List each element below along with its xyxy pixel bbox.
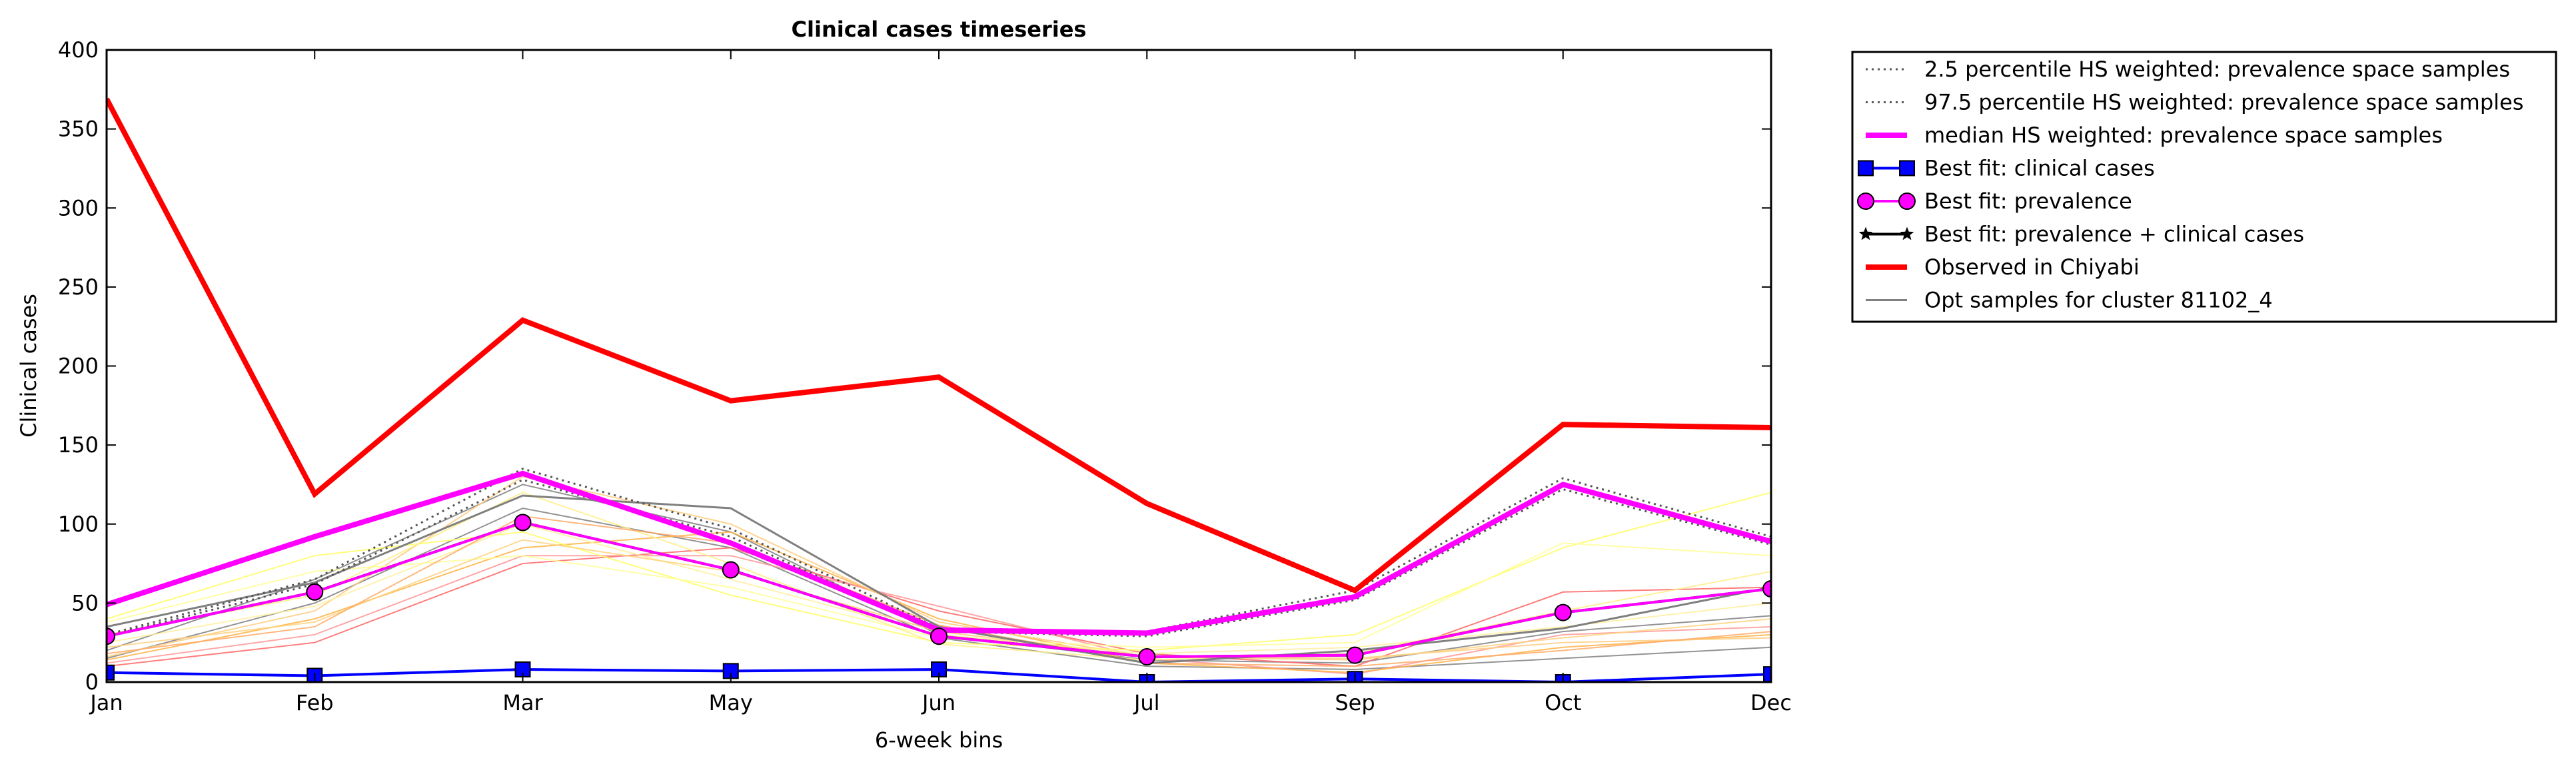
x-tick-label: Feb bbox=[296, 690, 334, 715]
x-tick-label: Jul bbox=[1133, 690, 1160, 715]
y-tick-label: 250 bbox=[58, 274, 99, 300]
legend-item: 2.5 percentile HS weighted: prevalence s… bbox=[1866, 57, 2510, 82]
y-tick-label: 0 bbox=[85, 669, 99, 695]
data-point bbox=[107, 627, 115, 645]
data-point bbox=[306, 583, 324, 601]
sample-line bbox=[107, 531, 1771, 673]
legend-box bbox=[1851, 51, 2557, 323]
y-tick-label: 350 bbox=[58, 117, 99, 142]
series-6 bbox=[107, 97, 1771, 593]
data-point bbox=[1138, 648, 1156, 666]
x-tick-label: Jun bbox=[921, 690, 956, 715]
legend-marker bbox=[1898, 193, 1916, 210]
legend-label: Observed in Chiyabi bbox=[1924, 254, 2140, 280]
series-line bbox=[107, 470, 1771, 636]
y-tick-label: 300 bbox=[58, 195, 99, 220]
legend-label: 97.5 percentile HS weighted: prevalence … bbox=[1924, 90, 2523, 115]
series-3 bbox=[107, 661, 1771, 682]
x-axis-label: 6-week bins bbox=[875, 727, 1003, 753]
data-point bbox=[514, 514, 532, 532]
x-tick-label: Dec bbox=[1750, 690, 1792, 715]
legend-marker bbox=[1857, 193, 1874, 210]
series-line bbox=[107, 468, 1771, 636]
legend-item: Opt samples for cluster 81102_4 bbox=[1866, 288, 2273, 313]
data-point bbox=[1763, 666, 1771, 682]
series-7 bbox=[107, 494, 1771, 665]
y-axis-label: Clinical cases bbox=[16, 294, 41, 438]
legend-label: Opt samples for cluster 81102_4 bbox=[1924, 288, 2273, 313]
series-line bbox=[107, 494, 1771, 665]
chart-title: Clinical cases timeseries bbox=[792, 17, 1087, 42]
legend-marker bbox=[1900, 226, 1914, 240]
y-tick-label: 150 bbox=[58, 432, 99, 458]
data-point bbox=[1346, 646, 1364, 664]
legend-item: median HS weighted: prevalence space sam… bbox=[1866, 123, 2443, 148]
series-1 bbox=[107, 468, 1771, 636]
legend-item: Best fit: prevalence bbox=[1857, 189, 2132, 214]
y-tick-label: 50 bbox=[71, 590, 99, 615]
series-line bbox=[107, 97, 1771, 593]
data-point bbox=[722, 561, 740, 579]
y-tick-label: 100 bbox=[58, 512, 99, 537]
x-axis: Jan Feb Mar May Jun Jul Sep Oct Dec bbox=[89, 50, 1792, 715]
legend-marker bbox=[1858, 160, 1874, 177]
series-2 bbox=[107, 470, 1771, 636]
y-tick-label: 200 bbox=[58, 354, 99, 379]
y-tick-label: 400 bbox=[58, 37, 99, 63]
series-4 bbox=[107, 514, 1771, 666]
y-axis: 0 50 100 150 200 250 300 350 400 bbox=[58, 37, 1771, 695]
x-tick-label: May bbox=[709, 690, 753, 715]
data-point bbox=[1762, 580, 1771, 598]
data-point bbox=[930, 627, 948, 645]
data-point bbox=[107, 664, 115, 681]
legend: 2.5 percentile HS weighted: prevalence s… bbox=[1851, 51, 2557, 323]
sample-line bbox=[107, 515, 1771, 667]
legend-label: 2.5 percentile HS weighted: prevalence s… bbox=[1924, 57, 2510, 82]
legend-item: Observed in Chiyabi bbox=[1866, 254, 2140, 280]
x-tick-label: Jan bbox=[89, 690, 123, 715]
legend-item: Best fit: prevalence + clinical cases bbox=[1858, 222, 2304, 247]
legend-label: Best fit: prevalence + clinical cases bbox=[1924, 222, 2304, 247]
sample-line bbox=[107, 555, 1771, 675]
legend-label: Best fit: prevalence bbox=[1924, 189, 2132, 214]
legend-label: Best fit: clinical cases bbox=[1924, 156, 2155, 181]
legend-item: 97.5 percentile HS weighted: prevalence … bbox=[1866, 90, 2523, 115]
series-0 bbox=[107, 478, 1771, 637]
legend-item: Best fit: clinical cases bbox=[1858, 156, 2155, 181]
legend-marker bbox=[1858, 226, 1873, 240]
series-line bbox=[107, 478, 1771, 637]
x-tick-label: Sep bbox=[1335, 690, 1375, 715]
legend-label: median HS weighted: prevalence space sam… bbox=[1924, 123, 2443, 148]
x-tick-label: Mar bbox=[502, 690, 543, 715]
plot-lines bbox=[107, 97, 1771, 682]
plot-frame bbox=[105, 49, 1772, 683]
sample-line bbox=[107, 547, 1771, 667]
data-point bbox=[1554, 603, 1572, 621]
x-tick-label: Oct bbox=[1545, 690, 1581, 715]
legend-marker bbox=[1899, 160, 1915, 177]
